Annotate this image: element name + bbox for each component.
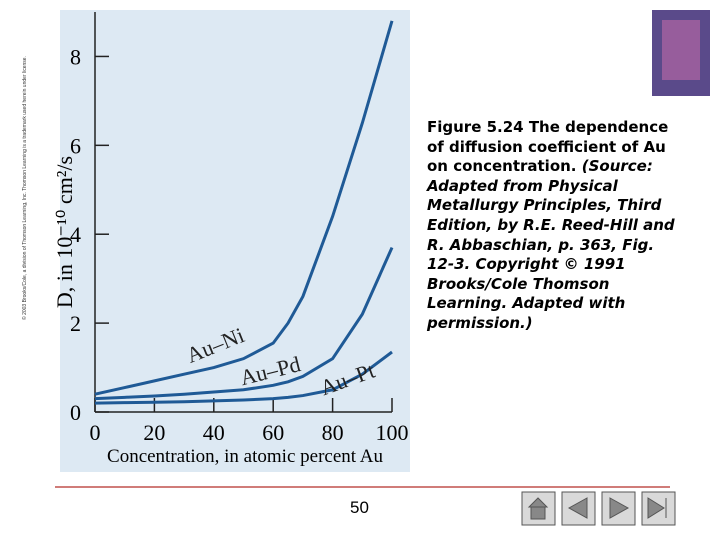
copyright: © 2003 Brooks/Cole, a division of Thomso… xyxy=(21,56,28,320)
prev-icon xyxy=(567,497,588,519)
caption-source: (Source: Adapted from Physical Metallurg… xyxy=(427,157,675,332)
x-tick-label: 80 xyxy=(322,420,344,445)
x-tick-label: 100 xyxy=(376,420,409,445)
x-tick-label: 0 xyxy=(90,420,101,445)
caption: Figure 5.24 The dependence of diffusion … xyxy=(427,118,677,334)
line-series xyxy=(94,246,394,401)
home-icon xyxy=(527,497,549,520)
end-icon xyxy=(647,497,667,519)
book-cover-art xyxy=(662,20,700,80)
line-series xyxy=(94,20,394,396)
y-tick-label: 2 xyxy=(70,311,81,336)
x-axis-label: Concentration, in atomic percent Au xyxy=(107,446,383,467)
nav-buttons[interactable] xyxy=(521,491,676,526)
x-tick-label: 60 xyxy=(262,420,284,445)
y-axis-label: D, in 10⁻¹⁰ cm²/s xyxy=(52,156,77,308)
y-tick-label: 4 xyxy=(70,222,81,247)
x-tick-label: 20 xyxy=(143,420,165,445)
x-tick-label: 40 xyxy=(203,420,225,445)
y-tick-label: 8 xyxy=(70,44,81,69)
y-tick-label: 0 xyxy=(70,400,81,425)
line-series xyxy=(94,350,393,405)
y-tick-label: 6 xyxy=(70,133,81,158)
chart-background xyxy=(60,10,410,472)
page-number: 50 xyxy=(350,498,369,517)
caption-text: Figure 5.24 The dependence of diffusion … xyxy=(427,118,669,176)
next-icon xyxy=(609,497,630,519)
